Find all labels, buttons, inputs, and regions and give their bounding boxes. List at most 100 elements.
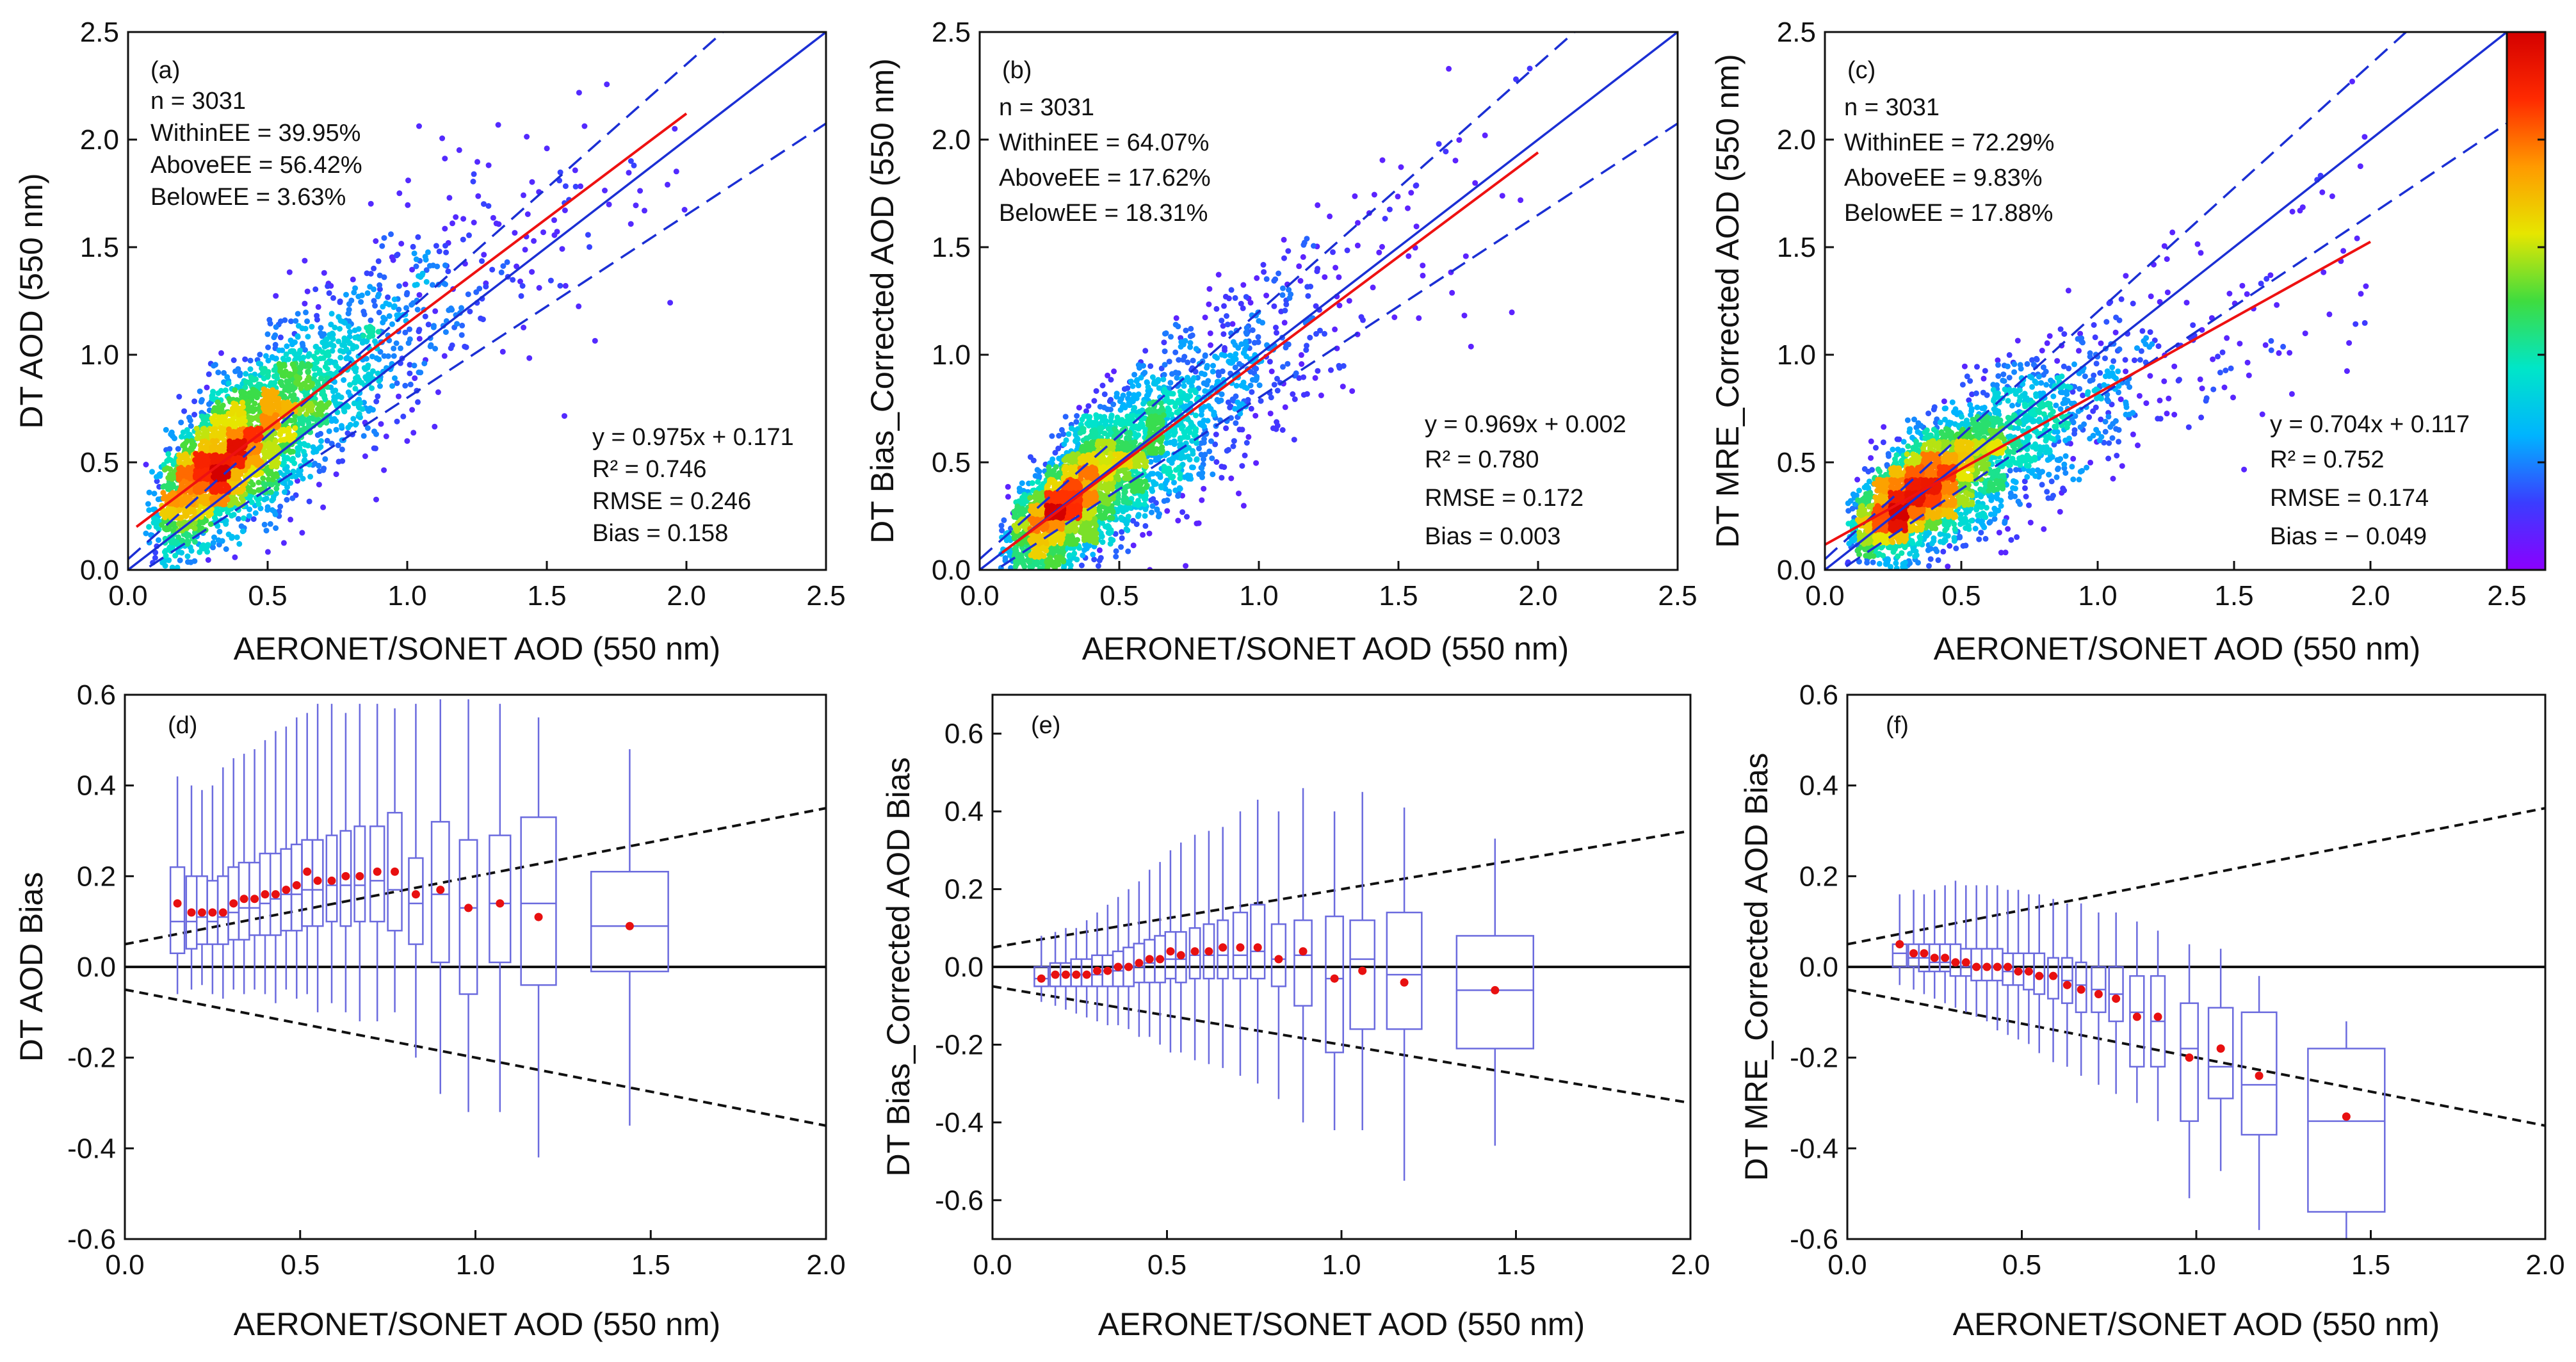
scatter-point (247, 507, 253, 512)
fit-bias-a: Bias = 0.158 (592, 520, 728, 547)
scatter-point (170, 522, 176, 528)
scatter-point (230, 457, 236, 462)
scatter-point (306, 351, 312, 357)
scatter-point (1299, 361, 1305, 367)
scatter-point (1036, 468, 1042, 474)
scatter-point (346, 328, 353, 335)
scatter-point (1268, 368, 1275, 375)
scatter-point (405, 177, 411, 184)
scatter-point (277, 437, 284, 443)
scatter-point (313, 365, 320, 371)
scatter-point (1183, 440, 1189, 446)
scatter-point (267, 320, 273, 327)
scatter-point (330, 336, 336, 342)
y-tick-label-a: 1.0 (80, 339, 119, 371)
scatter-point (1292, 396, 1298, 402)
scatter-point (176, 476, 182, 482)
scatter-point (231, 425, 237, 431)
scatter-point (1144, 380, 1150, 386)
scatter-point (1162, 480, 1169, 487)
scatter-point (1219, 391, 1225, 398)
scatter-point (1118, 544, 1124, 550)
scatter-point (284, 497, 290, 503)
scatter-point (412, 375, 418, 382)
scatter-point (355, 403, 362, 410)
scatter-point (314, 349, 320, 355)
scatter-point (182, 451, 189, 457)
scatter-point (1135, 432, 1142, 438)
scatter-point (425, 321, 432, 328)
scatter-point (272, 443, 279, 450)
scatter-point (1176, 464, 1182, 471)
stat-n-a: n = 3031 (150, 88, 246, 115)
scatter-point (222, 387, 229, 393)
scatter-point (398, 345, 403, 352)
scatter-point (1160, 377, 1167, 382)
scatter-point (562, 183, 569, 190)
scatter-point (1219, 318, 1225, 324)
scatter-point (200, 482, 206, 488)
scatter-point (377, 383, 383, 389)
scatter-point (432, 308, 439, 314)
scatter-point (155, 517, 161, 524)
scatter-point (1379, 244, 1385, 250)
scatter-point (1113, 428, 1119, 434)
scatter-point (150, 519, 157, 526)
scatter-point (223, 546, 229, 552)
scatter-point (190, 442, 197, 449)
scatter-point (366, 372, 371, 378)
scatter-point (298, 467, 304, 474)
scatter-point (352, 334, 359, 341)
scatter-point (346, 301, 352, 307)
scatter-points-a (143, 10, 688, 570)
scatter-point (1055, 555, 1062, 562)
scatter-point (448, 345, 454, 352)
scatter-point (1352, 193, 1358, 199)
scatter-point (409, 266, 416, 273)
scatter-point (1240, 282, 1247, 288)
scatter-point (1243, 440, 1250, 446)
scatter-point (1021, 508, 1028, 515)
scatter-point (207, 511, 214, 517)
scatter-point (1125, 548, 1131, 555)
scatter-point (355, 293, 362, 300)
scatter-point (1135, 391, 1142, 398)
scatter-point (663, 10, 669, 16)
scatter-point (386, 302, 393, 308)
scatter-point (1300, 241, 1307, 248)
scatter-point (176, 471, 182, 478)
scatter-point (1226, 447, 1231, 453)
scatter-point (519, 283, 526, 289)
scatter-point (1101, 391, 1108, 398)
scatter-point (1187, 340, 1194, 346)
scatter-point (346, 307, 352, 313)
scatter-point (1108, 414, 1114, 421)
scatter-point (197, 388, 203, 394)
x-tick-label-a: 1.5 (527, 580, 566, 612)
scatter-point (1183, 563, 1189, 569)
scatter-point (1236, 490, 1242, 497)
scatter-point (442, 243, 448, 249)
scatter-point (380, 304, 386, 310)
scatter-point (1119, 529, 1125, 535)
scatter-point (288, 516, 294, 523)
scatter-point (453, 214, 459, 220)
scatter-point (218, 387, 224, 394)
scatter-point (1172, 426, 1178, 432)
scatter-point (1193, 412, 1199, 419)
scatter-point (292, 425, 298, 432)
scatter-point (1190, 451, 1196, 457)
scatter-point (280, 422, 286, 428)
scatter-point (999, 528, 1005, 533)
scatter-point (423, 279, 430, 285)
scatter-point (1122, 469, 1128, 476)
scatter-point (381, 467, 387, 473)
scatter-point (190, 507, 197, 513)
scatter-point (1206, 448, 1213, 455)
scatter-point (198, 525, 205, 531)
scatter-point (369, 328, 376, 335)
scatter-point (386, 313, 393, 320)
scatter-point (409, 407, 416, 413)
scatter-point (1099, 382, 1106, 389)
scatter-point (1135, 498, 1141, 504)
